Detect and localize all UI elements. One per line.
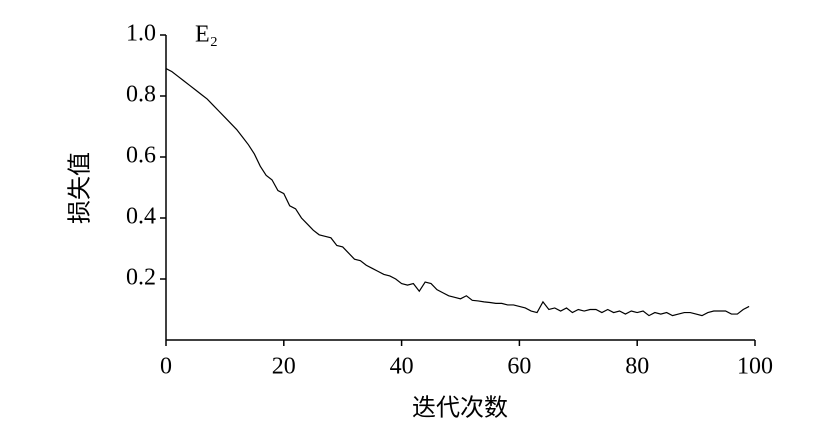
y-tick-label: 1.0 xyxy=(126,21,156,47)
x-axis-label: 迭代次数 xyxy=(412,395,508,422)
x-tick-label: 100 xyxy=(737,354,773,380)
y-axis-label: 损失值 xyxy=(67,152,94,224)
x-tick-label: 0 xyxy=(160,354,172,380)
y-tick-label: 0.4 xyxy=(126,204,156,230)
x-tick-label: 40 xyxy=(390,354,414,380)
y-tick-label: 0.2 xyxy=(126,265,156,291)
x-tick-label: 60 xyxy=(507,354,531,380)
line xyxy=(165,68,750,317)
annotation: E₂ xyxy=(195,22,218,48)
x-tick-label: 20 xyxy=(272,354,296,380)
y-tick-label: 0.6 xyxy=(126,143,156,169)
x-tick-label: 80 xyxy=(625,354,649,380)
y-tick-label: 0.8 xyxy=(126,82,156,108)
